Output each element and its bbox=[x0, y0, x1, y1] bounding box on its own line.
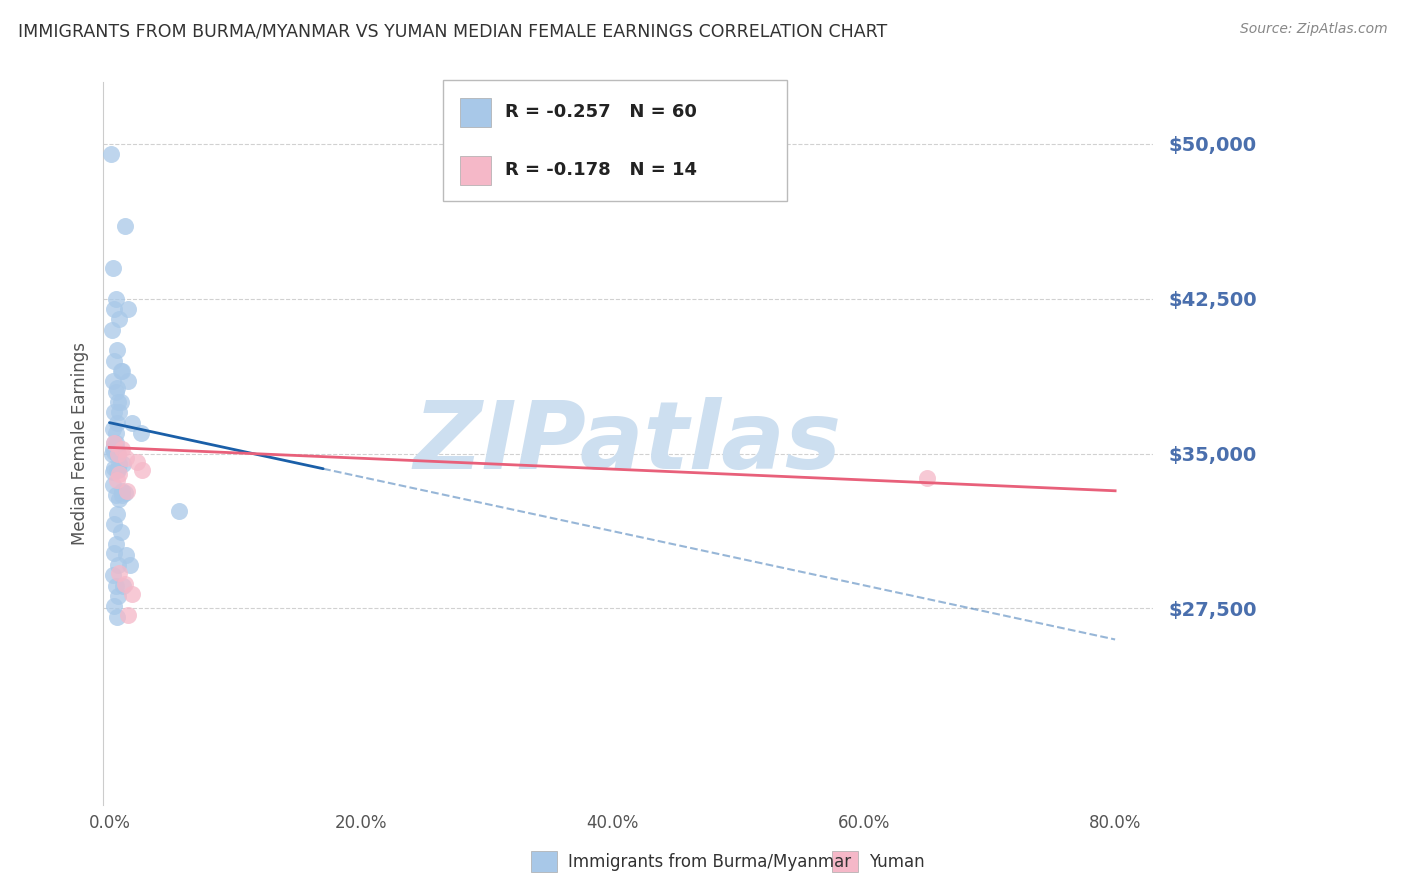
Point bbox=[107, 447, 129, 461]
Text: Source: ZipAtlas.com: Source: ZipAtlas.com bbox=[1240, 22, 1388, 37]
Point bbox=[121, 587, 143, 601]
Point bbox=[105, 343, 128, 358]
Point bbox=[108, 491, 131, 506]
Point bbox=[103, 444, 125, 458]
Point bbox=[104, 384, 127, 399]
Point bbox=[114, 486, 136, 500]
Text: ZIPatlas: ZIPatlas bbox=[413, 397, 842, 490]
Text: IMMIGRANTS FROM BURMA/MYANMAR VS YUMAN MEDIAN FEMALE EARNINGS CORRELATION CHART: IMMIGRANTS FROM BURMA/MYANMAR VS YUMAN M… bbox=[18, 22, 887, 40]
Y-axis label: Median Female Earnings: Median Female Earnings bbox=[72, 342, 89, 545]
Point bbox=[103, 546, 125, 560]
Point bbox=[104, 441, 127, 455]
Point bbox=[105, 447, 128, 461]
Point bbox=[108, 467, 131, 482]
Point bbox=[114, 548, 136, 562]
Point bbox=[103, 375, 125, 389]
Point bbox=[103, 442, 125, 457]
Point bbox=[118, 558, 141, 573]
Point bbox=[104, 488, 127, 502]
Point bbox=[114, 576, 136, 591]
Point bbox=[103, 422, 125, 436]
Point bbox=[104, 292, 127, 306]
Point bbox=[101, 323, 124, 337]
Point bbox=[107, 589, 129, 603]
Point bbox=[110, 525, 132, 540]
Point bbox=[108, 312, 131, 326]
Point bbox=[103, 477, 125, 491]
Point bbox=[103, 260, 125, 275]
Point bbox=[103, 301, 125, 316]
Point bbox=[129, 425, 152, 440]
Point bbox=[110, 395, 132, 409]
Point bbox=[108, 566, 131, 581]
Point bbox=[167, 504, 190, 518]
Point bbox=[103, 461, 125, 475]
Point bbox=[121, 416, 143, 430]
Point bbox=[108, 405, 131, 419]
Point bbox=[103, 405, 125, 419]
Point bbox=[103, 465, 125, 479]
Point bbox=[104, 579, 127, 593]
Point bbox=[110, 364, 132, 378]
Point bbox=[111, 364, 134, 378]
Point bbox=[105, 416, 128, 430]
Text: Immigrants from Burma/Myanmar: Immigrants from Burma/Myanmar bbox=[568, 853, 851, 871]
Point bbox=[104, 537, 127, 551]
Point bbox=[103, 599, 125, 614]
Point bbox=[111, 442, 134, 457]
Point bbox=[107, 447, 129, 461]
Point bbox=[105, 609, 128, 624]
Point bbox=[114, 219, 136, 234]
Text: Yuman: Yuman bbox=[869, 853, 925, 871]
Point bbox=[131, 463, 153, 477]
Point bbox=[103, 568, 125, 582]
Point bbox=[105, 380, 128, 394]
Point bbox=[115, 483, 138, 498]
Point bbox=[111, 483, 134, 498]
Point bbox=[112, 579, 135, 593]
Point bbox=[105, 507, 128, 521]
Point bbox=[103, 436, 125, 450]
Point bbox=[117, 301, 139, 316]
Point bbox=[125, 455, 148, 469]
Point bbox=[100, 147, 122, 161]
Point bbox=[103, 516, 125, 531]
Point bbox=[103, 436, 125, 450]
Point bbox=[112, 457, 135, 471]
Point bbox=[105, 474, 128, 488]
Point bbox=[108, 457, 131, 471]
Point bbox=[104, 425, 127, 440]
Point bbox=[107, 558, 129, 573]
Point bbox=[117, 607, 139, 622]
Point bbox=[101, 447, 124, 461]
Text: R = -0.178   N = 14: R = -0.178 N = 14 bbox=[505, 161, 697, 179]
Point bbox=[915, 471, 938, 485]
Point bbox=[111, 488, 134, 502]
Point bbox=[103, 353, 125, 368]
Point bbox=[117, 375, 139, 389]
Point bbox=[107, 463, 129, 477]
Point bbox=[105, 463, 128, 477]
Point bbox=[114, 450, 136, 465]
Point bbox=[104, 436, 127, 450]
Text: R = -0.257   N = 60: R = -0.257 N = 60 bbox=[505, 103, 696, 121]
Point bbox=[107, 395, 129, 409]
